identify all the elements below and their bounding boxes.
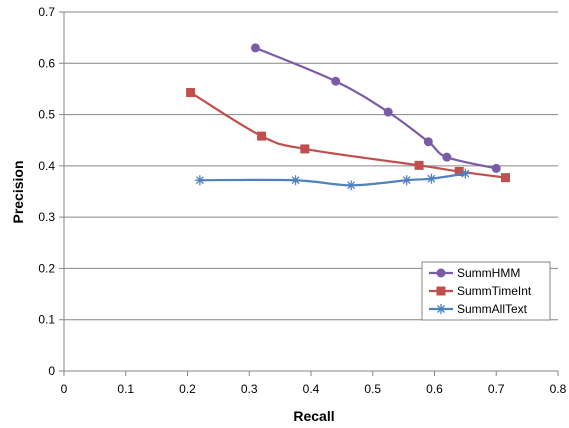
legend: SummHMM SummTimeInt SummAllText [421,261,551,321]
data-point-star [346,180,357,191]
x-tick-label: 0.3 [241,382,258,396]
legend-item: SummHMM [429,266,520,280]
axes [59,11,559,376]
x-tick-label: 0.7 [488,382,505,396]
data-point-star [436,304,446,314]
data-point-star [401,175,412,186]
data-point-circle [423,137,433,147]
x-tick-label: 0.5 [364,382,381,396]
series-SummHMM [250,43,501,173]
data-point-star [426,173,437,184]
series-line [255,46,497,170]
y-axis-title: Precision [10,160,26,223]
y-tick-label: 0.2 [38,261,55,275]
data-point-circle [491,163,501,173]
series-SummTimeInt [186,88,511,183]
y-tick-label: 0.7 [38,5,55,19]
y-tick-label: 0 [48,364,55,378]
legend-item: SummAllText [429,302,528,316]
data-point-circle [331,76,341,86]
series-group [186,43,511,191]
x-tick-label: 0 [61,382,68,396]
x-tick-label: 0.4 [303,382,320,396]
data-point-circle [383,107,393,117]
data-point-circle [442,152,452,162]
tick-labels: 0 0.1 0.2 0.3 0.4 0.5 0.6 0.7 0 0.1 0.2 0.3 0.4 0.5 0.… [38,5,566,396]
data-point-square [436,286,446,296]
x-tick-label: 0.8 [550,382,567,396]
data-point-star [460,168,471,179]
data-point-square [454,166,464,176]
data-point-circle [250,43,260,53]
series-line [199,172,466,187]
legend-item: SummTimeInt [429,284,532,298]
data-point-circle [436,268,446,278]
y-tick-label: 0.4 [38,159,55,173]
x-tick-label: 0.2 [179,382,196,396]
data-point-square [300,144,310,154]
gridlines [64,11,558,321]
y-tick-label: 0.6 [38,56,55,70]
legend-label: SummAllText [457,302,528,316]
data-point-square [186,88,196,98]
data-point-square [501,173,511,183]
legend-label: SummHMM [457,266,520,280]
y-tick-label: 0.5 [38,108,55,122]
data-point-star [194,175,205,186]
x-tick-label: 0.1 [117,382,134,396]
legend-label: SummTimeInt [457,284,532,298]
series-SummAllText [194,168,471,191]
data-point-star [290,175,301,186]
x-axis-title: Recall [293,408,334,424]
y-tick-label: 0.3 [38,210,55,224]
series-line [190,91,506,179]
x-tick-label: 0.6 [426,382,443,396]
data-point-square [414,160,424,170]
data-point-square [257,131,267,141]
y-tick-label: 0.1 [38,313,55,327]
